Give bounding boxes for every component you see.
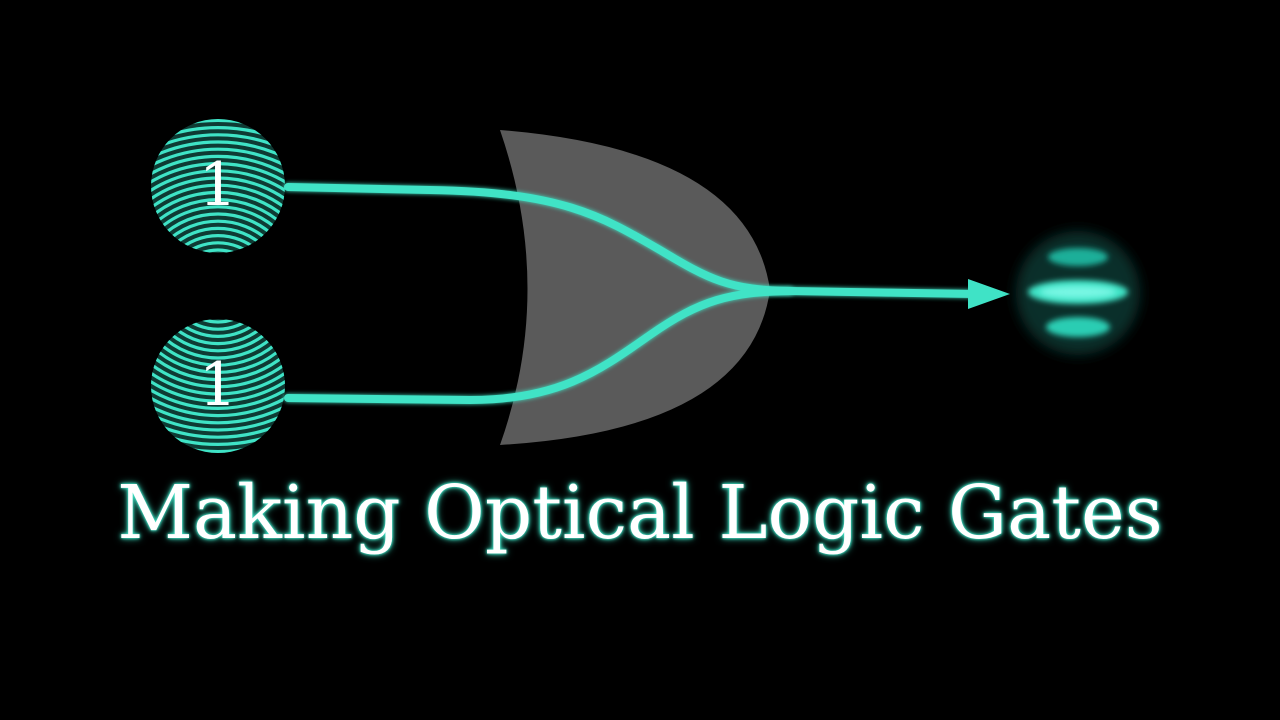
wave-ring xyxy=(151,212,285,253)
wave-ring xyxy=(151,319,285,403)
wave-ring xyxy=(170,248,266,253)
input-b-value: 1 xyxy=(198,350,238,420)
input-a-wave-disc xyxy=(151,119,285,327)
video-title: Making Optical Logic Gates xyxy=(117,470,1163,556)
wave-ring xyxy=(151,319,285,382)
beam-a xyxy=(284,183,979,298)
output-light-pattern xyxy=(1016,231,1140,355)
wave-ring xyxy=(151,319,285,353)
wave-ring xyxy=(151,319,285,432)
input-b-wave-disc xyxy=(151,244,285,453)
input-a-value: 1 xyxy=(198,150,238,220)
wave-ring xyxy=(151,319,285,396)
wave-ring xyxy=(151,198,285,253)
wave-ring xyxy=(163,241,273,253)
wave-ring xyxy=(151,219,285,253)
wave-ring xyxy=(163,319,273,331)
wave-ring xyxy=(151,319,285,418)
wave-ring xyxy=(151,319,285,446)
wave-ring xyxy=(151,319,285,367)
wave-ring xyxy=(201,259,235,293)
beam-b xyxy=(284,287,794,405)
wave-ring xyxy=(151,319,285,346)
wave-ring xyxy=(151,319,285,439)
wave-ring xyxy=(201,279,235,313)
wave-ring xyxy=(151,319,285,389)
wave-ring xyxy=(151,126,285,253)
wave-ring xyxy=(151,162,285,253)
wave-ring xyxy=(208,266,228,286)
wave-ring xyxy=(151,205,285,253)
wave-ring xyxy=(151,169,285,253)
wave-ring xyxy=(170,319,266,324)
wave-ring xyxy=(151,119,285,253)
wave-ring xyxy=(151,319,285,453)
wave-ring xyxy=(151,190,285,253)
wave-ring xyxy=(151,183,285,253)
wave-ring xyxy=(151,319,285,425)
wave-ring xyxy=(151,133,285,253)
wave-ring xyxy=(151,176,285,253)
wave-ring xyxy=(151,226,285,253)
wave-ring xyxy=(151,319,285,360)
wave-ring xyxy=(194,252,243,301)
wave-ring xyxy=(151,319,285,410)
wave-ring xyxy=(151,147,285,253)
wave-ring xyxy=(156,319,281,339)
wave-ring xyxy=(156,234,281,253)
wave-ring xyxy=(151,154,285,253)
wave-ring xyxy=(208,286,228,306)
output-arrowhead xyxy=(968,279,1010,309)
wave-ring xyxy=(186,244,249,307)
wave-ring xyxy=(186,264,249,327)
wave-ring xyxy=(151,319,285,375)
wave-ring xyxy=(151,140,285,253)
wave-ring xyxy=(194,272,243,321)
wave-ring xyxy=(151,319,285,453)
